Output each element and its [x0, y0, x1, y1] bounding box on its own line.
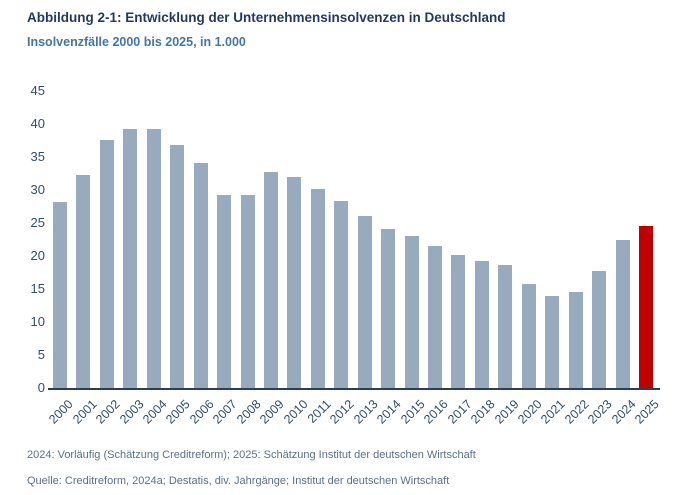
- bar-2012: [334, 201, 349, 388]
- bar-2008: [240, 194, 255, 388]
- bar-2015: [404, 235, 419, 388]
- x-tick-label-2014: 2014: [374, 397, 405, 427]
- x-tick-label-2024: 2024: [608, 397, 639, 427]
- x-tick-label-2000: 2000: [46, 397, 76, 427]
- x-tick-label-2021: 2021: [538, 397, 569, 427]
- plot-area: [53, 91, 653, 388]
- y-tick-label: 45: [30, 83, 45, 98]
- x-tick-label-2019: 2019: [491, 397, 522, 427]
- y-tick-label: 30: [30, 182, 45, 197]
- bar-2006: [193, 162, 208, 388]
- bar-2002: [99, 139, 114, 388]
- bar-2017: [451, 255, 466, 388]
- bar-2018: [474, 260, 489, 388]
- y-tick-label: 0: [37, 380, 45, 395]
- x-tick-label-2009: 2009: [257, 397, 287, 427]
- x-tick-label-2025: 2025: [632, 397, 662, 427]
- bar-2020: [521, 283, 536, 388]
- x-tick-label-2016: 2016: [421, 397, 451, 427]
- bar-2024: [615, 240, 630, 388]
- bar-2022: [568, 291, 583, 388]
- x-tick-label-2005: 2005: [163, 397, 194, 427]
- y-tick-label: 5: [37, 347, 45, 362]
- bar-2001: [76, 174, 91, 388]
- bar-2025: [639, 226, 653, 388]
- x-tick-label-2002: 2002: [93, 397, 123, 427]
- x-tick-label-2004: 2004: [140, 397, 170, 427]
- x-tick-label-2008: 2008: [233, 397, 264, 427]
- x-tick-label-2007: 2007: [210, 397, 240, 427]
- bar-2007: [217, 195, 232, 388]
- bar-2021: [545, 295, 560, 388]
- x-tick-label-2020: 2020: [515, 397, 545, 427]
- x-tick-label-2012: 2012: [327, 397, 358, 427]
- x-tick-label-2010: 2010: [280, 397, 311, 427]
- y-tick-label: 10: [30, 314, 45, 329]
- bar-2000: [53, 201, 67, 388]
- x-tick-label-2015: 2015: [397, 397, 428, 427]
- bar-2019: [498, 264, 513, 388]
- y-tick-label: 15: [30, 281, 45, 296]
- bar-2010: [287, 176, 302, 388]
- x-tick-label-2011: 2011: [304, 397, 334, 426]
- x-tick-label-2013: 2013: [351, 397, 381, 427]
- x-tick-label-2022: 2022: [562, 397, 592, 427]
- x-tick-label-2017: 2017: [444, 397, 475, 427]
- figure-title: Abbildung 2-1: Entwicklung der Unternehm…: [27, 10, 506, 25]
- bar-2005: [170, 145, 185, 388]
- x-tick-label-2001: 2001: [69, 397, 100, 427]
- x-tick-label-2018: 2018: [468, 397, 498, 427]
- x-axis: 2000 2001 2002 2003 2004 2005 2006 2007 2008 2009…: [46, 390, 662, 450]
- bar-2009: [263, 172, 278, 388]
- y-tick-label: 25: [30, 215, 45, 230]
- y-axis: 0 5 10 15 20 25 30 35 40 45: [0, 83, 45, 395]
- figure-subtitle: Insolvenzfälle 2000 bis 2025, in 1.000: [27, 35, 246, 49]
- y-tick-label: 35: [30, 149, 45, 164]
- x-axis-line: [48, 388, 660, 390]
- bar-2003: [123, 128, 138, 388]
- footnote-source: Quelle: Creditreform, 2024a; Destatis, d…: [27, 475, 450, 487]
- bar-2014: [381, 228, 396, 388]
- x-tick-label-2023: 2023: [585, 397, 616, 427]
- x-tick-label-2006: 2006: [186, 397, 217, 427]
- bar-2016: [428, 246, 443, 388]
- x-tick-label-2003: 2003: [116, 397, 147, 427]
- y-tick-label: 40: [30, 116, 45, 131]
- bar-chart: 0 5 10 15 20 25 30 35 40 45 2000 2001 2002 2003 2004 2…: [0, 83, 662, 450]
- bar-2023: [592, 270, 607, 388]
- bar-2004: [146, 129, 161, 388]
- bar-2013: [357, 216, 372, 388]
- bar-2011: [310, 189, 325, 388]
- footnote-estimates: 2024: Vorläufig (Schätzung Creditreform)…: [27, 449, 476, 461]
- y-tick-label: 20: [30, 248, 45, 263]
